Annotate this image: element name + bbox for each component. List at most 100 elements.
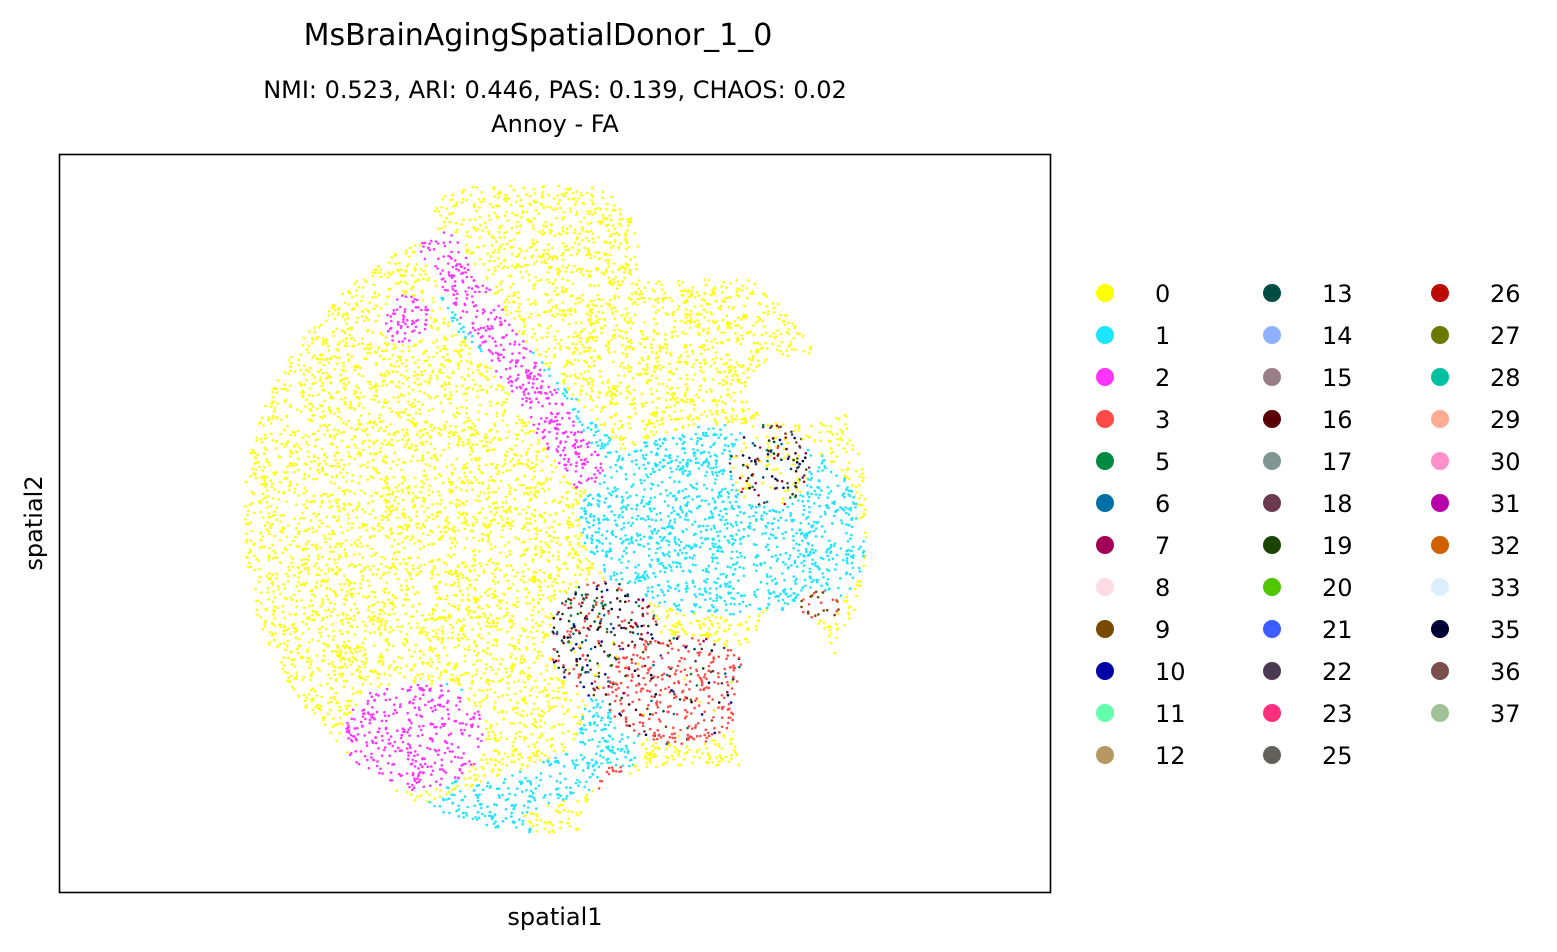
data-point [711, 470, 714, 474]
data-point [443, 751, 447, 755]
data-point [624, 718, 628, 721]
data-point [636, 625, 639, 628]
data-point [772, 452, 776, 455]
data-point [441, 269, 445, 272]
data-point [454, 646, 457, 649]
data-point [805, 550, 808, 554]
data-point [495, 214, 498, 218]
data-point [715, 465, 718, 469]
data-point [428, 242, 431, 245]
data-point [494, 507, 498, 510]
data-point [572, 483, 576, 486]
data-point [356, 505, 359, 509]
data-point [414, 485, 417, 488]
data-point [556, 613, 559, 616]
data-point [430, 571, 433, 574]
data-point [313, 432, 316, 436]
data-point [548, 707, 552, 710]
data-point [367, 412, 371, 416]
data-point [476, 774, 480, 778]
data-point [519, 657, 523, 660]
data-point [348, 646, 352, 650]
data-point [786, 595, 790, 598]
data-point [345, 344, 349, 348]
data-point [400, 656, 403, 660]
data-point [678, 549, 682, 552]
data-point [826, 578, 830, 581]
data-point [554, 511, 558, 515]
data-point [608, 303, 611, 306]
data-point [453, 467, 456, 471]
data-point [505, 230, 508, 234]
data-point [451, 626, 454, 629]
data-point [365, 316, 368, 319]
data-point [565, 497, 569, 501]
data-point [461, 480, 464, 483]
data-point [311, 604, 315, 607]
data-point [365, 657, 368, 660]
data-point [480, 806, 483, 810]
data-point [458, 674, 462, 677]
data-point [634, 412, 637, 416]
data-point [815, 581, 819, 584]
data-point [585, 557, 588, 560]
data-point [253, 511, 256, 515]
chart-title: MsBrainAgingSpatialDonor_1_0 [304, 18, 773, 53]
data-point [602, 481, 606, 484]
data-point [616, 588, 619, 592]
data-point [415, 422, 419, 425]
data-point [686, 398, 689, 401]
data-point [418, 564, 422, 567]
data-point [625, 491, 628, 494]
data-point [467, 605, 471, 609]
data-point [573, 310, 577, 314]
data-point [743, 380, 747, 384]
data-point [350, 308, 354, 311]
data-point [510, 811, 513, 815]
data-point [499, 662, 502, 666]
data-point [419, 763, 422, 766]
data-point [398, 749, 402, 752]
data-point [630, 679, 633, 682]
data-point [418, 656, 422, 660]
data-point [567, 264, 570, 268]
data-point [552, 281, 555, 285]
data-point [638, 732, 641, 736]
data-point [651, 637, 654, 640]
data-point [688, 748, 691, 752]
data-point [457, 776, 460, 780]
data-point [726, 321, 730, 324]
data-point [715, 403, 718, 407]
data-point [755, 564, 759, 567]
data-point [711, 346, 714, 349]
data-point [650, 518, 654, 522]
data-point [480, 439, 483, 443]
data-point [588, 332, 591, 335]
data-point [528, 830, 531, 834]
data-point [446, 289, 449, 292]
data-point [715, 341, 718, 345]
data-point [535, 824, 539, 827]
data-point [354, 750, 358, 753]
scatter-points [244, 184, 868, 834]
data-point [440, 227, 443, 230]
data-point [414, 343, 417, 347]
data-point [678, 377, 682, 381]
data-point [504, 808, 508, 811]
data-point [282, 642, 286, 645]
data-point [478, 700, 482, 704]
data-point [562, 712, 566, 716]
data-point [540, 732, 544, 736]
data-point [641, 724, 645, 728]
data-point [390, 380, 394, 384]
data-point [477, 328, 480, 331]
data-point [432, 247, 436, 251]
data-point [485, 370, 489, 373]
data-point [463, 647, 467, 651]
data-point [464, 671, 468, 675]
data-point [368, 669, 372, 673]
data-point [410, 577, 413, 581]
data-point [268, 630, 272, 634]
data-point [665, 673, 669, 677]
data-point [422, 693, 425, 696]
